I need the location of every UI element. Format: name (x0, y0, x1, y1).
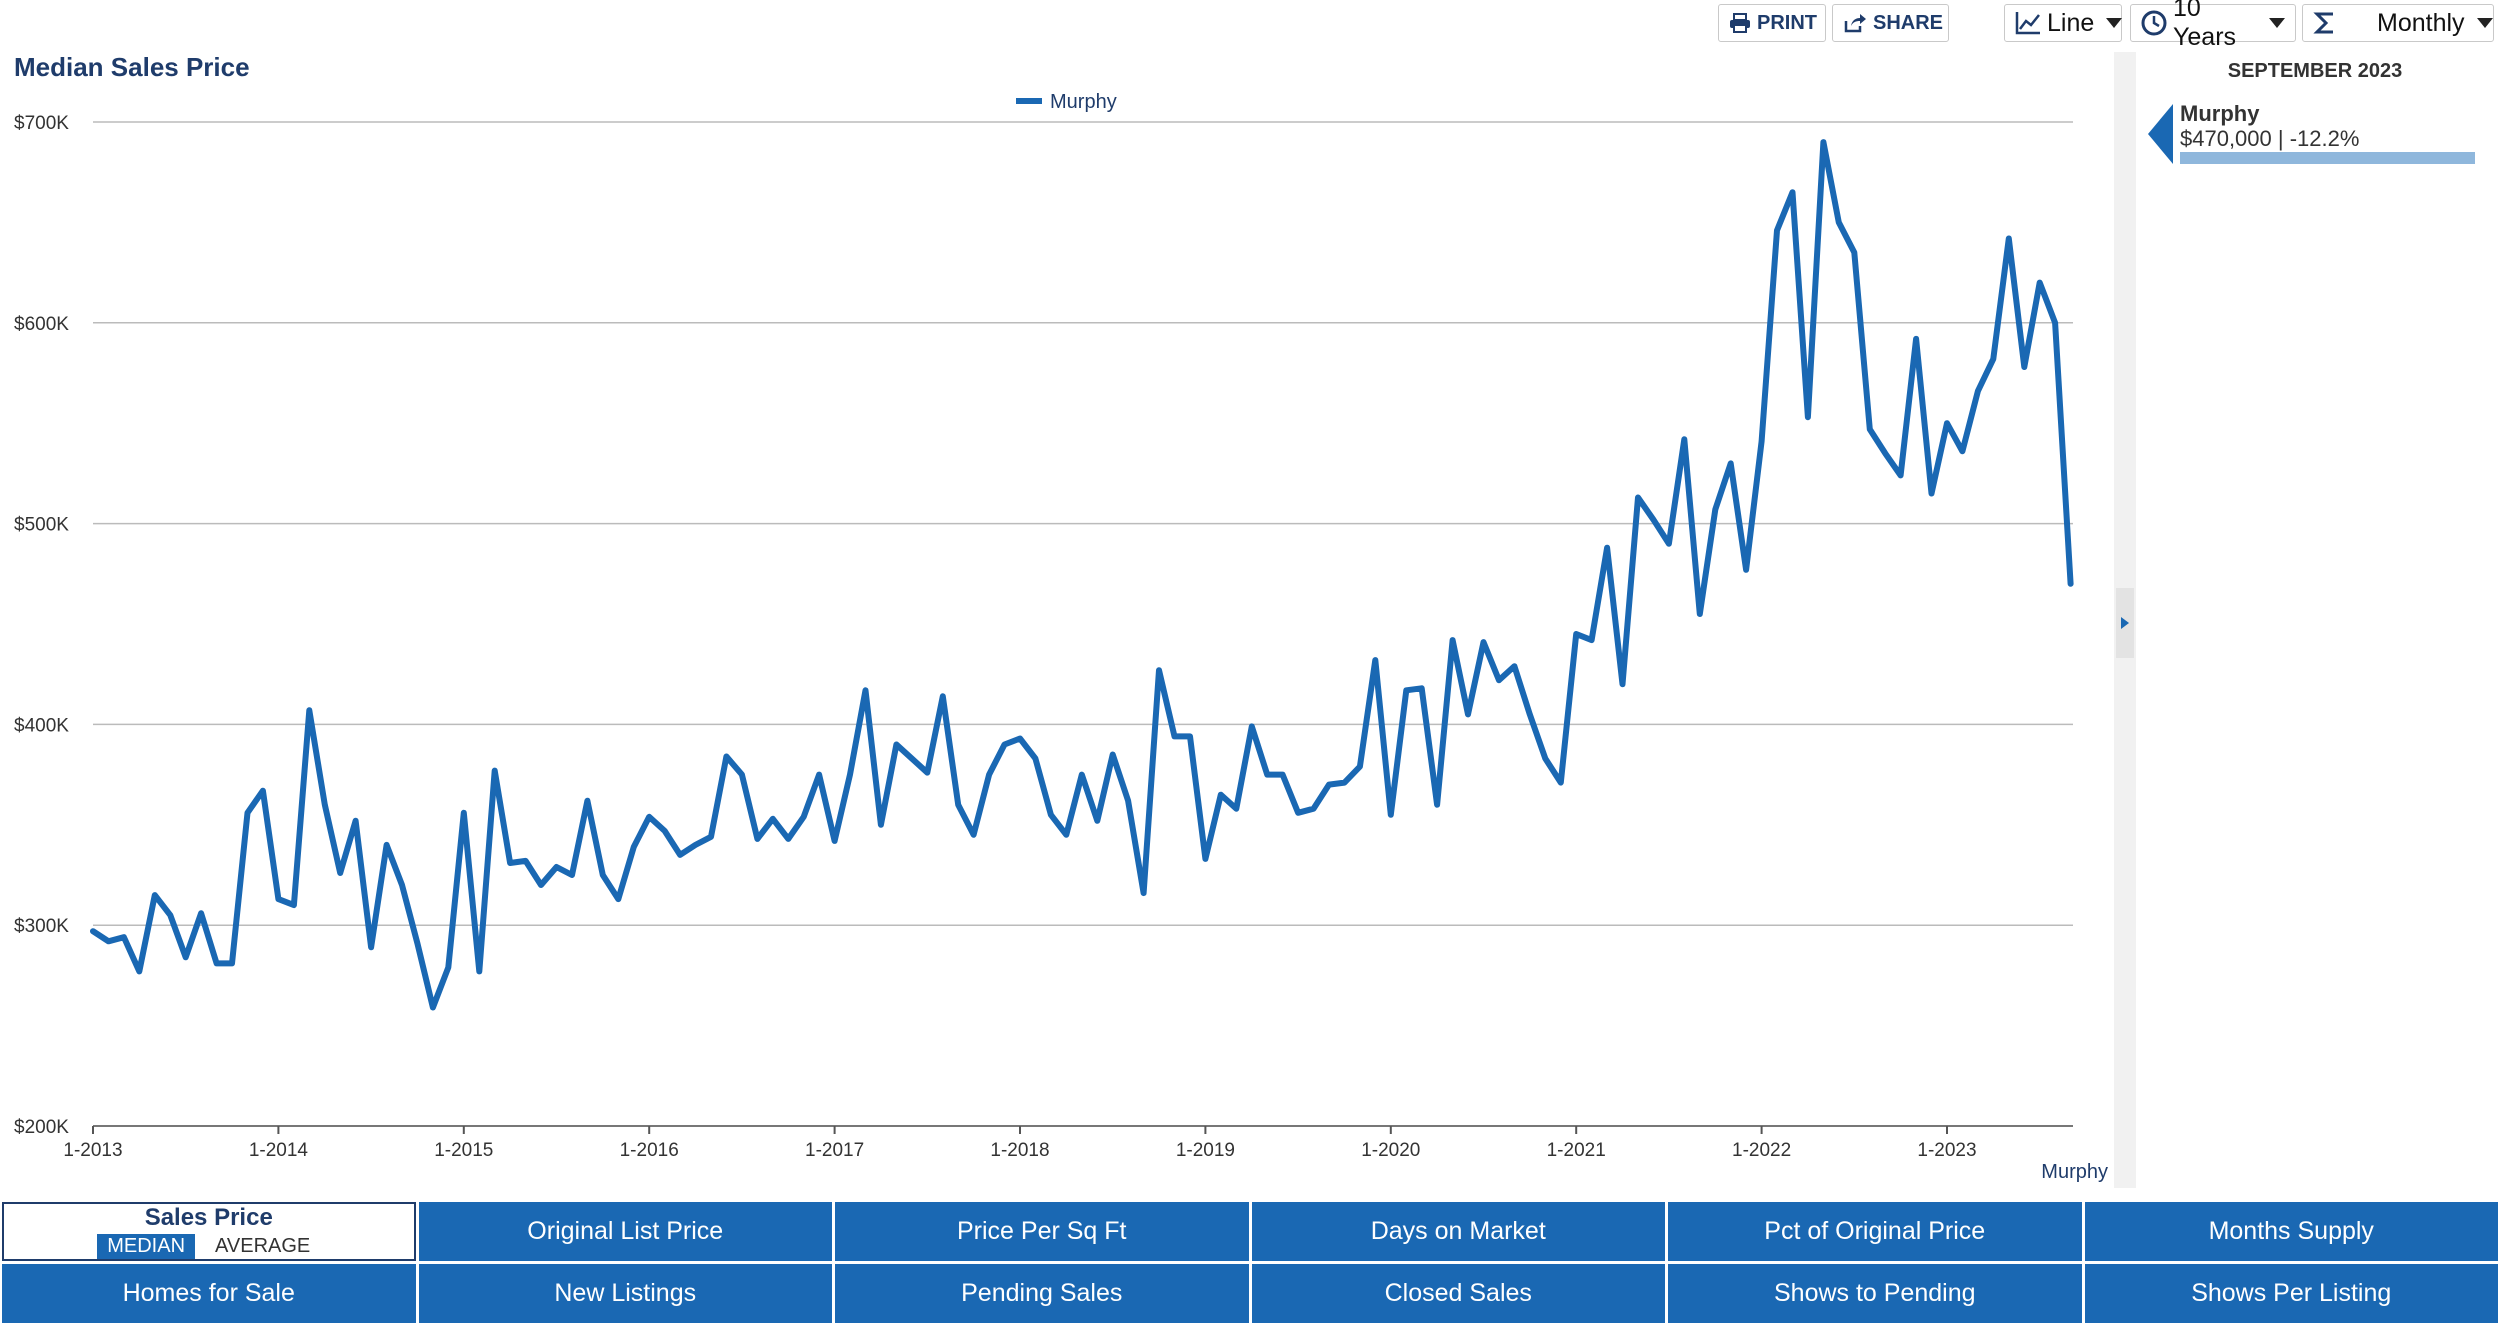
average-option[interactable]: AVERAGE (215, 1235, 311, 1257)
metric-tabs: Sales Price MEDIAN AVERAGE Original List… (2, 1202, 2498, 1324)
y-tick-label: $400K (14, 715, 69, 736)
chart-type-dropdown[interactable]: Line (2004, 4, 2123, 42)
share-label: SHARE (1873, 11, 1944, 34)
tab-price-per-sq-ft[interactable]: Price Per Sq Ft (835, 1202, 1249, 1261)
y-tick-label: $300K (14, 916, 69, 937)
x-tick-label: 1-2023 (1917, 1140, 1976, 1161)
tab-homes-for-sale[interactable]: Homes for Sale (2, 1264, 416, 1323)
x-tick-label: 1-2022 (1732, 1140, 1791, 1161)
y-tick-label: $700K (14, 113, 69, 134)
chevron-down-icon (2106, 18, 2123, 28)
y-tick-label: $600K (14, 314, 69, 335)
chevron-down-icon (2476, 18, 2493, 28)
printer-icon (1730, 13, 1750, 33)
tab-pending-sales[interactable]: Pending Sales (835, 1264, 1249, 1323)
range-value: 10 Years (2173, 0, 2237, 51)
tab-pct-of-original-price[interactable]: Pct of Original Price (1668, 1202, 2082, 1261)
tab-shows-per-listing[interactable]: Shows Per Listing (2084, 1264, 2498, 1323)
tab-days-on-market[interactable]: Days on Market (1251, 1202, 1665, 1261)
tab-shows-to-pending[interactable]: Shows to Pending (1668, 1264, 2082, 1323)
x-tick-label: 1-2015 (434, 1140, 493, 1161)
x-tick-label: 1-2021 (1547, 1140, 1606, 1161)
line-chart-icon (2015, 12, 2040, 35)
clock-icon (2141, 10, 2167, 36)
chart-type-value: Line (2047, 8, 2095, 37)
tab-months-supply[interactable]: Months Supply (2084, 1202, 2498, 1261)
legend-label-murphy: Murphy (1050, 91, 1117, 113)
print-button[interactable]: PRINT (1718, 4, 1826, 42)
chevron-down-icon (2269, 18, 2285, 28)
chevron-right-icon (2121, 617, 2129, 629)
panel-date: SEPTEMBER 2023 (2227, 60, 2403, 82)
range-dropdown[interactable]: 10 Years (2130, 0, 2296, 51)
y-tick-label: $500K (14, 515, 69, 536)
x-tick-label: 1-2016 (620, 1140, 679, 1161)
x-tick-label: 1-2013 (63, 1140, 122, 1161)
side-panel-toggle[interactable] (2116, 588, 2134, 658)
print-label: PRINT (1757, 11, 1817, 34)
share-button[interactable]: SHARE (1832, 4, 1949, 42)
panel-series-value: $470,000 | -12.2% (2180, 126, 2360, 151)
x-tick-label: 1-2019 (1176, 1140, 1235, 1161)
x-tick-label: 1-2020 (1361, 1140, 1420, 1161)
panel-series-name: Murphy (2180, 101, 2260, 126)
panel-pointer-icon (2148, 104, 2173, 164)
sales-price-toggle: MEDIAN AVERAGE (97, 1234, 320, 1259)
interval-dropdown[interactable]: Monthly (2302, 4, 2494, 42)
tab-sales-price[interactable]: Sales Price MEDIAN AVERAGE (2, 1202, 416, 1261)
tab-sales-price-label: Sales Price (144, 1204, 273, 1231)
tab-closed-sales[interactable]: Closed Sales (1251, 1264, 1665, 1323)
interval-value: Monthly (2377, 8, 2465, 37)
x-tick-label: 1-2018 (990, 1140, 1049, 1161)
sigma-icon (2313, 12, 2333, 34)
share-icon (1844, 14, 1866, 33)
median-option[interactable]: MEDIAN (97, 1234, 196, 1259)
tab-original-list-price[interactable]: Original List Price (418, 1202, 832, 1261)
page-title: Median Sales Price (14, 52, 250, 82)
corner-series-label: Murphy (2041, 1161, 2108, 1183)
tab-new-listings[interactable]: New Listings (418, 1264, 832, 1323)
median-sales-price-chart: $200K $300K $400K $500K $600K $700K 1-2013 1-20… (14, 91, 2108, 1183)
series-line-murphy (90, 139, 2074, 1011)
x-tick-label: 1-2017 (805, 1140, 864, 1161)
panel-series-bar (2180, 152, 2475, 164)
y-tick-label: $200K (14, 1117, 69, 1138)
x-tick-label: 1-2014 (249, 1140, 309, 1161)
